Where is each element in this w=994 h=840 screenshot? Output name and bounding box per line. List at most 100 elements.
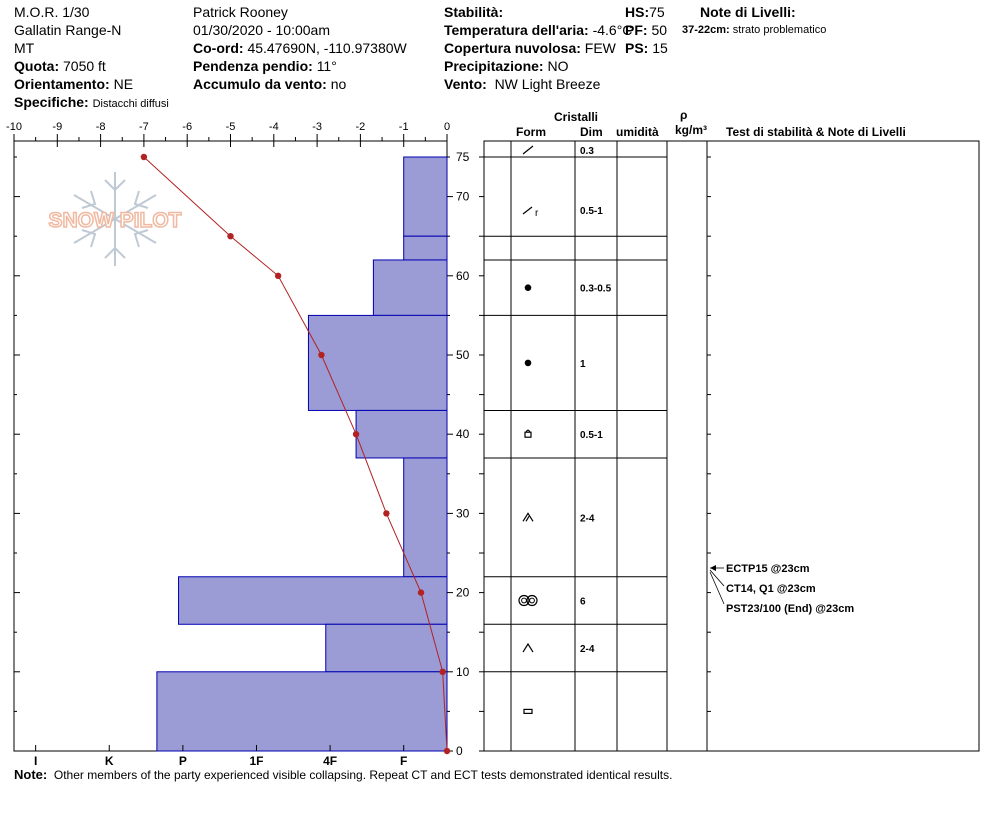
foot-penetration: PF: 50 xyxy=(625,22,667,38)
elevation-value: 7050 ft xyxy=(63,58,106,74)
location-code: M.O.R. 1/30 xyxy=(14,4,90,20)
grain-r-icon: r xyxy=(535,208,539,219)
location-range: Gallatin Range-N xyxy=(14,22,122,38)
hardness-bar xyxy=(325,623,448,673)
layers-table-frame xyxy=(483,140,980,752)
precip-value: NO xyxy=(547,58,569,74)
stability-test-ct: CT14, Q1 @23cm xyxy=(726,583,816,595)
hardness-bar xyxy=(403,457,448,578)
aspect-label: Orientamento: xyxy=(14,76,110,92)
grain-size-label: 2-4 xyxy=(580,644,595,655)
hardness-tick-label: K xyxy=(105,754,114,768)
hardness-tick-label: P xyxy=(179,754,187,768)
wind: Vento: NW Light Breeze xyxy=(444,76,600,92)
precip-label: Precipitazione: xyxy=(444,58,544,74)
hardness-bar xyxy=(307,314,448,411)
hardness-tick-label: 4F xyxy=(323,754,337,768)
depth-tick-label: 40 xyxy=(456,427,470,441)
grain-size-label: 6 xyxy=(580,597,586,608)
sky-cover: Copertura nuvolosa: FEW xyxy=(444,40,616,56)
grain-size-label: 2-4 xyxy=(580,513,595,524)
density-unit: kg/m³ xyxy=(675,123,708,137)
hardness-bar xyxy=(355,409,448,459)
grain-size-label: 0.5-1 xyxy=(580,206,603,217)
stability-test-ect: ECTP15 @23cm xyxy=(726,563,810,575)
air-temp-value: -4.6°C xyxy=(592,22,633,38)
depth-tick-label: 75 xyxy=(456,150,470,164)
depth-tick-label: 30 xyxy=(456,506,470,520)
grain-size-label: 0.3-0.5 xyxy=(580,284,612,295)
air-temp-label: Temperatura dell'aria: xyxy=(444,22,589,38)
temp-tick-label: 0 xyxy=(444,121,450,133)
crystals-header: Cristalli xyxy=(554,110,599,124)
specifics-value: Distacchi diffusi xyxy=(92,98,169,110)
hs-label: HS: xyxy=(625,4,650,20)
hardness-bar xyxy=(403,235,448,261)
slope-angle: Pendenza pendio: 11° xyxy=(193,58,337,74)
depth-tick-label: 70 xyxy=(456,190,470,204)
slope-value: 11° xyxy=(316,58,337,74)
moisture-header: umidità xyxy=(616,125,659,139)
temp-tick-label: -2 xyxy=(356,121,366,133)
grain-cup-icon xyxy=(522,642,534,653)
wind-value: NW Light Breeze xyxy=(494,76,601,92)
pf-label: PF: xyxy=(625,22,648,38)
precipitation: Precipitazione: NO xyxy=(444,58,568,74)
elevation: Quota: 7050 ft xyxy=(14,58,106,74)
ps-label: PS: xyxy=(625,40,649,56)
stability-arrow xyxy=(709,569,725,587)
hardness-bar xyxy=(372,259,448,316)
air-temperature: Temperatura dell'aria: -4.6°C xyxy=(444,22,632,38)
temperature-point xyxy=(443,747,451,755)
hardness-bar xyxy=(403,156,448,237)
grain-size-label: 0.5-1 xyxy=(580,430,603,441)
hardness-tick-label: I xyxy=(34,754,37,768)
temp-tick-label: -4 xyxy=(269,121,279,133)
depth-tick-label: 20 xyxy=(456,586,470,600)
sky-value: FEW xyxy=(584,40,616,56)
hardness-tick-label: 1F xyxy=(249,754,263,768)
temp-tick-label: -10 xyxy=(6,121,22,133)
specifics-label: Specifiche: xyxy=(14,94,89,110)
temp-tick-label: -8 xyxy=(96,121,106,133)
temp-tick-label: -9 xyxy=(52,121,62,133)
stability-notes-header: Test di stabilità & Note di Livelli xyxy=(726,125,906,139)
stability-test-pst: PST23/100 (End) @23cm xyxy=(726,603,855,615)
temperature-point xyxy=(274,272,282,279)
specifics: Specifiche: Distacchi diffusi xyxy=(14,94,169,110)
wind-loading-value: no xyxy=(330,76,347,92)
layer-note: 37-22cm: strato problematico xyxy=(682,24,826,36)
grain-slash-icon xyxy=(522,145,534,155)
wind-loading: Accumulo da vento: no xyxy=(193,76,346,92)
ps-value: 15 xyxy=(652,40,668,56)
hardness-bar xyxy=(178,576,448,625)
form-header: Form xyxy=(516,125,546,139)
pf-value: 50 xyxy=(651,22,668,38)
aspect-value: NE xyxy=(113,76,134,92)
location-state: MT xyxy=(14,40,35,56)
temperature-point xyxy=(318,351,325,359)
footer-note-label: Note: xyxy=(14,767,48,782)
temperature-point xyxy=(227,233,234,240)
grain-melt-icon xyxy=(518,594,530,607)
aspect: Orientamento: NE xyxy=(14,76,133,92)
temp-tick-label: -5 xyxy=(226,121,236,133)
temp-tick-label: -6 xyxy=(182,121,192,133)
layer-note-text: strato problematico xyxy=(732,24,827,36)
footer-note: Note: Other members of the party experie… xyxy=(14,767,672,782)
depth-tick-label: 0 xyxy=(456,744,463,758)
temp-tick-label: -7 xyxy=(139,121,149,133)
depth-tick-label: 10 xyxy=(456,665,470,679)
temperature-point xyxy=(140,153,148,161)
slope-label: Pendenza pendio: xyxy=(193,58,313,74)
temperature-point xyxy=(352,431,360,438)
wind-loading-label: Accumulo da vento: xyxy=(193,76,327,92)
temp-tick-label: -3 xyxy=(312,121,322,133)
grain-melt-icon xyxy=(526,594,538,607)
snow-height: HS:75 xyxy=(625,4,665,20)
stability-label: Stabilità: xyxy=(444,4,504,20)
hs-value: 75 xyxy=(649,4,665,20)
sky-label: Copertura nuvolosa: xyxy=(444,40,581,56)
temperature-point xyxy=(383,510,390,517)
hardness-bar xyxy=(156,671,448,752)
